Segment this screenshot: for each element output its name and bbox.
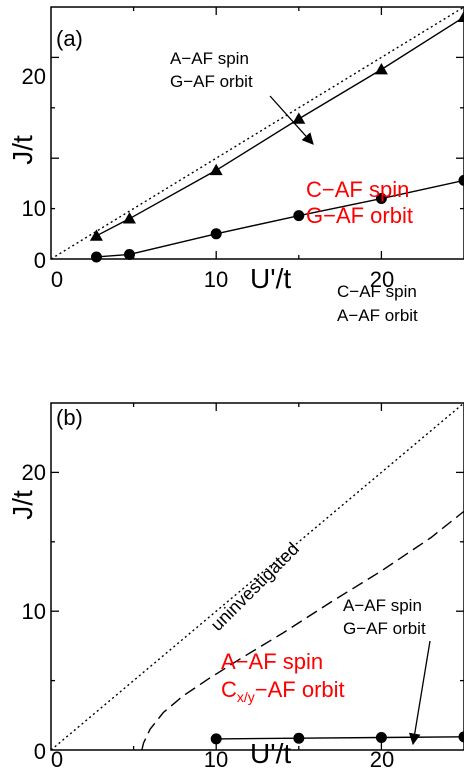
- data-point-circle: [210, 228, 222, 240]
- annotation-line: C−AF spin: [306, 177, 409, 202]
- y-tick-label-b-2: 20: [22, 460, 46, 485]
- annotation-arrow: [269, 95, 314, 145]
- data-point-circle: [375, 193, 387, 205]
- x-tick-label-b-2: 20: [370, 747, 394, 769]
- annotation-line: Cx/y−AF orbit: [221, 677, 345, 705]
- annotation-line: G−AF orbit: [306, 203, 413, 228]
- annotation-uninvestigated: uninvestigated: [207, 539, 303, 635]
- x-tick-label-a-1: 10: [204, 267, 228, 292]
- annotation-aaf-spin-cxy-orbit: A−AF spin Cx/y−AF orbit: [221, 649, 345, 705]
- panel-label-b: (b): [56, 405, 83, 430]
- y-tick-label-b-1: 10: [22, 599, 46, 624]
- data-point-triangle: [457, 10, 464, 22]
- series-a: [50, 6, 464, 263]
- annotation-aaf-spin-gaf-orbit: A−AF spin G−AF orbit: [170, 49, 314, 145]
- annotation-caf-spin-gaf-orbit: C−AF spin G−AF orbit: [306, 177, 413, 228]
- data-point-circle: [293, 210, 305, 222]
- data-point-triangle: [374, 62, 388, 75]
- annotation-arrow: [408, 640, 431, 746]
- x-tick-label-b-0: 0: [51, 747, 63, 769]
- panel-b: (b) U'/t J/t 0 10 20 0 10 20 uninvestiga…: [7, 402, 464, 769]
- plot-frame-b: [50, 402, 464, 751]
- annotation-line: G−AF orbit: [343, 619, 426, 638]
- annotation-caf-spin-aaf-orbit: C−AF spin A−AF orbit: [337, 282, 418, 325]
- data-point-circle: [210, 733, 222, 745]
- x-tick-label-a-2: 20: [370, 267, 394, 292]
- annotation-line: C−AF spin: [337, 282, 417, 301]
- data-point-circle: [293, 732, 305, 744]
- panel-label-a: (a): [56, 26, 83, 51]
- y-tick-label-a-1: 10: [22, 196, 46, 221]
- series-line-b-0: [216, 736, 464, 740]
- data-point-triangle: [122, 212, 136, 224]
- annotation-line: A−AF spin: [221, 649, 323, 674]
- annotation-line: A−AF spin: [170, 49, 249, 68]
- x-axis-label-a: U'/t: [250, 263, 291, 294]
- tick-marks-b: [51, 403, 464, 750]
- series-line-b-2: [141, 510, 464, 751]
- tick-marks-a: [51, 7, 464, 259]
- data-point-triangle: [292, 112, 306, 124]
- orbit-suffix: −AF orbit: [255, 677, 345, 702]
- series-line-a-2: [50, 6, 464, 260]
- annotation-line: A−AF spin: [343, 596, 422, 615]
- plot-frame-a: [50, 6, 464, 260]
- orbit-prefix: C: [221, 677, 237, 702]
- y-tick-label-b-0: 0: [34, 739, 46, 764]
- y-axis-label-b: J/t: [7, 490, 38, 520]
- data-point-circle: [375, 732, 387, 744]
- y-tick-label-a-2: 20: [22, 64, 46, 89]
- series-line-a-1: [96, 179, 464, 258]
- data-point-circle: [123, 248, 135, 260]
- data-point-circle: [458, 174, 464, 186]
- orbit-subscript: x/y: [237, 689, 255, 705]
- x-tick-label-b-1: 10: [204, 747, 228, 769]
- y-tick-label-a-0: 0: [34, 248, 46, 273]
- data-point-circle: [458, 731, 464, 743]
- x-axis-label-b: U'/t: [250, 738, 291, 769]
- series-line-a-0: [96, 16, 464, 237]
- y-axis-label-a: J/t: [7, 135, 38, 165]
- data-point-circle: [90, 251, 102, 263]
- data-point-triangle: [89, 229, 103, 241]
- annotation-line: A−AF orbit: [337, 306, 418, 325]
- x-tick-label-a-0: 0: [51, 267, 63, 292]
- panel-a: (a) U'/t J/t 0 10 20 0 10 20 A−AF spin G…: [7, 6, 464, 325]
- annotation-aaf-spin-gaf-orbit-b: A−AF spin G−AF orbit: [343, 596, 431, 746]
- data-point-triangle: [209, 163, 223, 176]
- series-b: [50, 402, 464, 751]
- annotation-line: G−AF orbit: [170, 72, 253, 91]
